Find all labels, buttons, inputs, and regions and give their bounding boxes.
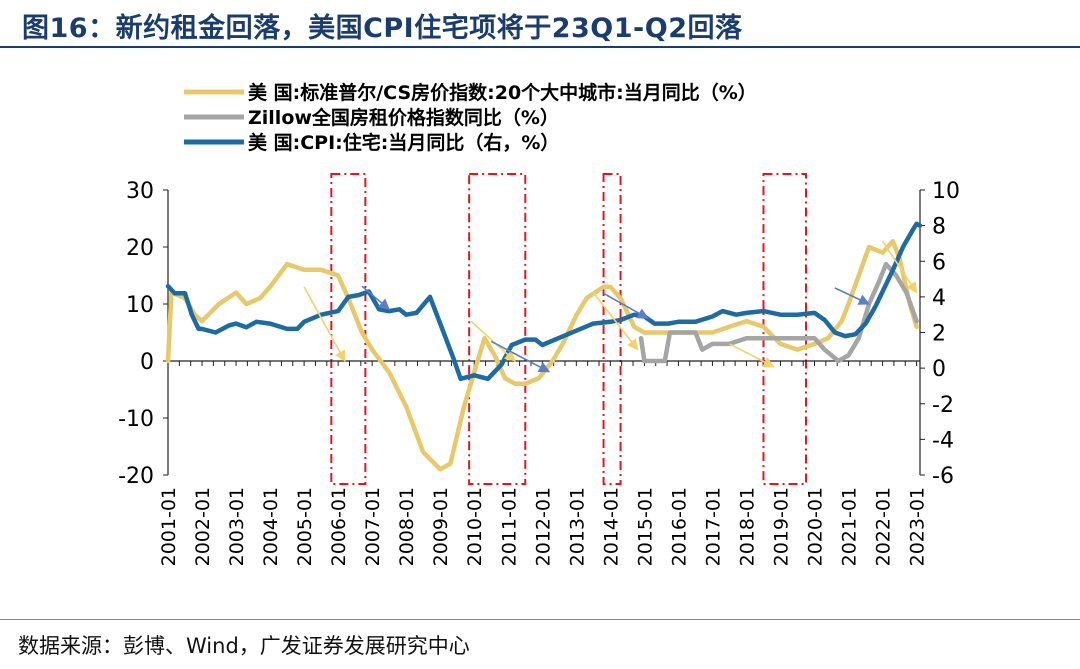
x-tick-label: 2020-01 (805, 487, 827, 566)
right-tick-label: 2 (932, 322, 946, 347)
footer-rule (0, 619, 1080, 620)
right-tick-label: 6 (932, 250, 946, 275)
series-line-cpi (165, 221, 923, 382)
trend-arrow-7 (729, 343, 775, 368)
series-line-cs (165, 239, 919, 472)
trend-arrow-5 (592, 292, 639, 351)
x-tick-label: 2021-01 (839, 487, 861, 566)
source-note: 数据来源：彭博、Wind，广发证券发展研究中心 (18, 634, 470, 658)
highlight-window-1 (330, 173, 367, 485)
left-tick-label: 0 (140, 350, 154, 375)
trend-arrow-9 (881, 240, 918, 294)
x-tick-label: 2011-01 (498, 487, 520, 566)
left-tick-label: -20 (118, 464, 154, 489)
right-tick-label: 4 (932, 286, 946, 311)
title-rule (0, 46, 1080, 48)
legend-label-zillow: Zillow全国房租价格指数同比（%） (248, 106, 559, 129)
x-tick-label: 2002-01 (192, 487, 214, 566)
highlight-windows (330, 173, 808, 485)
right-tick-label: -2 (932, 393, 954, 418)
trend-arrow-8 (834, 287, 870, 305)
highlight-window-2 (468, 173, 527, 485)
trend-arrow-1 (303, 286, 346, 362)
figure-title: 图16：新约租金回落，美国CPI住宅项将于23Q1-Q2回落 (22, 13, 743, 44)
right-tick-label: -6 (932, 464, 954, 489)
x-tick-label: 2019-01 (770, 487, 792, 566)
x-tick-label: 2005-01 (294, 487, 316, 566)
chart-series (165, 221, 923, 472)
chart-legend: 美 国:标准普尔/CS房价指数:20个大中城市:当月同比（%）Zillow全国房… (184, 81, 757, 154)
x-tick-label: 2015-01 (634, 487, 656, 566)
line-chart: 美 国:标准普尔/CS房价指数:20个大中城市:当月同比（%）Zillow全国房… (118, 81, 960, 566)
x-tick-label: 2009-01 (430, 487, 452, 566)
trend-arrow-4 (490, 340, 551, 373)
x-tick-label: 2017-01 (702, 487, 724, 566)
x-tick-label: 2001-01 (158, 487, 180, 566)
right-tick-label: -4 (932, 428, 954, 453)
highlight-window-3 (602, 173, 622, 485)
left-tick-label: 20 (126, 236, 154, 261)
x-tick-label: 2010-01 (464, 487, 486, 566)
left-tick-label: -10 (118, 407, 154, 432)
x-tick-label: 2004-01 (260, 487, 282, 566)
x-tick-label: 2016-01 (668, 487, 690, 566)
x-tick-label: 2006-01 (328, 487, 350, 566)
right-tick-label: 10 (932, 179, 960, 204)
x-tick-label: 2007-01 (362, 487, 384, 566)
series-line-zillow (638, 261, 919, 364)
x-tick-label: 2014-01 (600, 487, 622, 566)
x-tick-label: 2003-01 (226, 487, 248, 566)
highlight-window-4 (762, 173, 808, 485)
x-tick-label: 2022-01 (873, 487, 895, 566)
trend-arrow-2 (361, 285, 391, 311)
right-tick-label: 8 (932, 215, 946, 240)
legend-label-cs: 美 国:标准普尔/CS房价指数:20个大中城市:当月同比（%） (248, 81, 757, 104)
x-tick-label: 2013-01 (566, 487, 588, 566)
trend-arrows (303, 240, 918, 373)
right-tick-label: 0 (932, 357, 946, 382)
left-tick-label: 10 (126, 293, 154, 318)
x-tick-label: 2012-01 (532, 487, 554, 566)
x-tick-label: 2018-01 (736, 487, 758, 566)
left-tick-label: 30 (126, 179, 154, 204)
x-tick-label: 2023-01 (907, 487, 929, 566)
legend-label-cpi: 美 国:CPI:住宅:当月同比（右，%） (248, 131, 559, 154)
trend-arrow-6 (603, 292, 649, 319)
x-tick-label: 2008-01 (396, 487, 418, 566)
trend-arrow-3 (470, 320, 516, 362)
